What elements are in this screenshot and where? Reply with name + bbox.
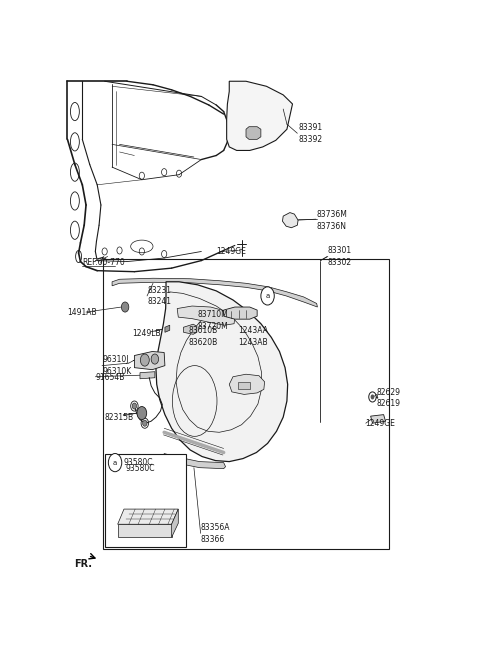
Circle shape — [137, 407, 147, 420]
Text: 91654B: 91654B — [96, 373, 125, 382]
Text: 83610B
83620B: 83610B 83620B — [188, 326, 217, 347]
Bar — [105, 454, 186, 548]
Circle shape — [121, 302, 129, 312]
Circle shape — [151, 354, 158, 364]
Text: 1243AA
1243AB: 1243AA 1243AB — [238, 326, 268, 347]
Circle shape — [143, 420, 147, 426]
Circle shape — [261, 287, 274, 305]
Text: 96310J
96310K: 96310J 96310K — [103, 356, 132, 376]
Bar — [103, 259, 389, 550]
Polygon shape — [156, 282, 288, 462]
Text: 82629
82619: 82629 82619 — [377, 388, 401, 408]
Text: 93580C: 93580C — [124, 458, 154, 467]
Text: a: a — [265, 293, 270, 299]
Circle shape — [140, 354, 149, 366]
Polygon shape — [238, 382, 250, 390]
Polygon shape — [229, 374, 264, 394]
Text: 83231
83241: 83231 83241 — [147, 285, 171, 306]
Polygon shape — [227, 81, 292, 150]
Polygon shape — [140, 372, 155, 379]
Text: 83736M
83736N: 83736M 83736N — [317, 210, 348, 230]
Text: 83391
83392: 83391 83392 — [298, 123, 322, 144]
Text: a: a — [113, 460, 117, 466]
Text: 1249GE: 1249GE — [365, 419, 395, 428]
Polygon shape — [118, 509, 178, 524]
Polygon shape — [177, 306, 235, 325]
Polygon shape — [246, 127, 261, 139]
Text: REF.60-770: REF.60-770 — [83, 258, 125, 267]
Polygon shape — [282, 213, 298, 228]
Text: 83301
83302: 83301 83302 — [328, 246, 352, 267]
Text: 83356A
83366: 83356A 83366 — [201, 523, 230, 544]
Polygon shape — [118, 524, 172, 537]
Text: 1491AB: 1491AB — [67, 308, 97, 317]
Text: 1249GE: 1249GE — [216, 247, 246, 256]
Polygon shape — [371, 415, 385, 423]
Polygon shape — [134, 352, 165, 370]
Text: 1249LB: 1249LB — [132, 329, 161, 338]
Polygon shape — [112, 278, 317, 307]
Circle shape — [108, 453, 122, 472]
Polygon shape — [224, 307, 257, 319]
Circle shape — [371, 394, 374, 400]
Text: FR.: FR. — [74, 559, 92, 569]
Polygon shape — [163, 453, 226, 468]
Text: 83710M
83720M: 83710M 83720M — [198, 310, 228, 331]
Circle shape — [132, 403, 137, 409]
Polygon shape — [183, 324, 197, 335]
Polygon shape — [165, 325, 170, 333]
Polygon shape — [172, 509, 178, 537]
Text: 93580C: 93580C — [125, 464, 155, 473]
Text: 82315B: 82315B — [105, 413, 134, 422]
